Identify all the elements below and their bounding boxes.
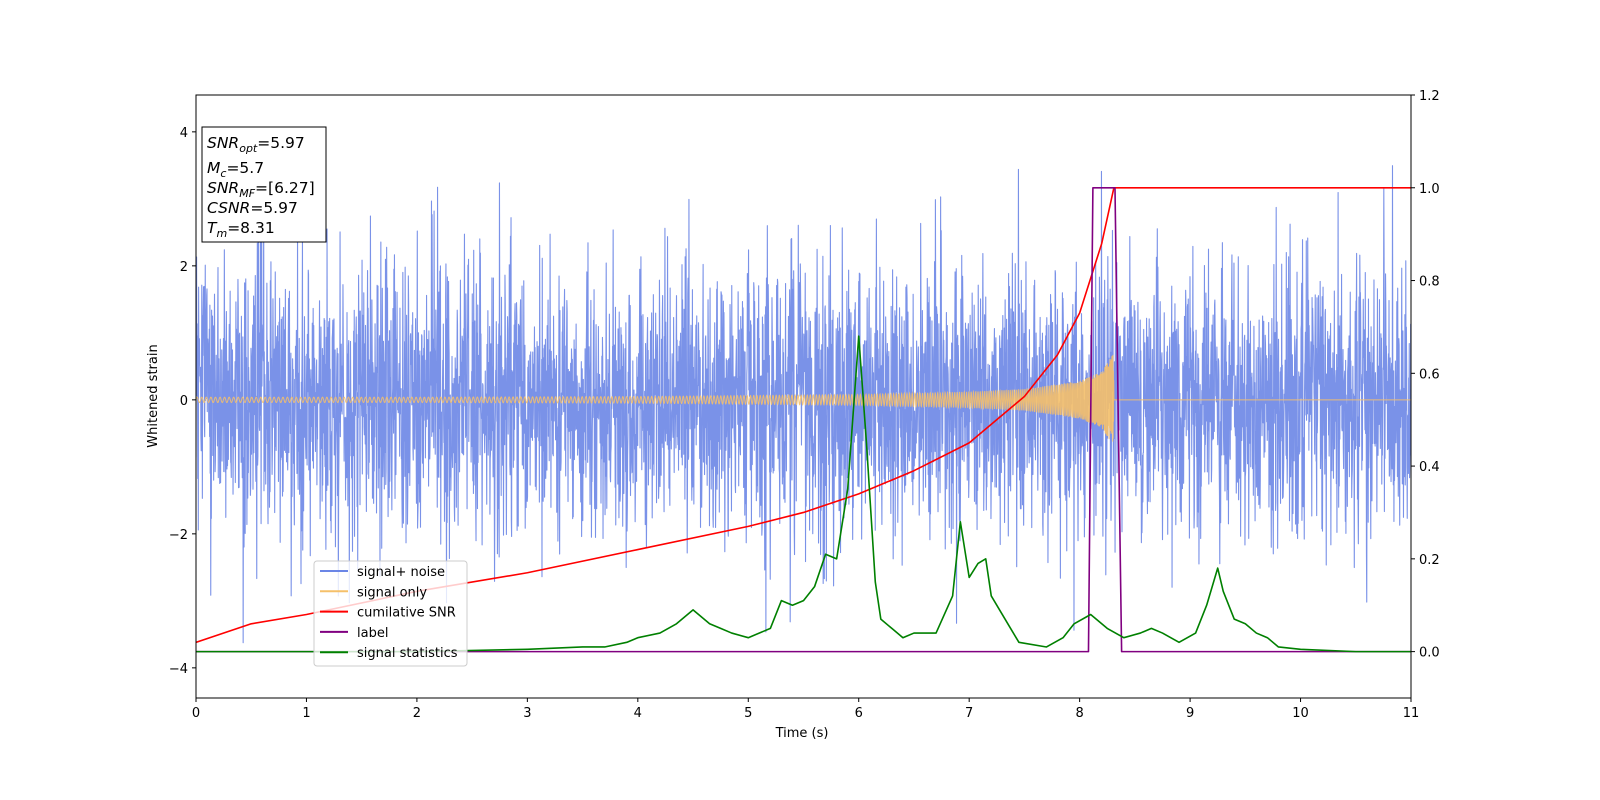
x-tick-label: 9 xyxy=(1186,706,1194,721)
y-tick-label: 4 xyxy=(180,126,188,141)
legend-label-signal-noise: signal+ noise xyxy=(357,565,445,580)
y2-tick-label: 0.8 xyxy=(1419,275,1440,290)
info-mc: Mc=5.7 xyxy=(207,159,264,180)
legend-label-signal-only: signal only xyxy=(357,585,427,600)
y-axis-label: Whitened strain xyxy=(146,344,161,447)
y2-tick-label: 0.2 xyxy=(1419,553,1440,568)
x-tick-label: 11 xyxy=(1403,706,1420,721)
series-line-signal-only xyxy=(196,354,1411,442)
x-tick-label: 4 xyxy=(634,706,642,721)
ticks-layer: 0 1 2 3 4 5 6 7 8 9 10 11 4 2 0 −2 −4 1.2 1.0 0.8 0.6 0.4 0.2 0… xyxy=(169,89,1440,721)
legend-label-label: label xyxy=(357,626,388,641)
x-tick-label: 8 xyxy=(1075,706,1083,721)
info-snr-mf: SNRMF=[6.27] xyxy=(207,179,315,200)
legend-frame xyxy=(313,560,468,667)
x-tick-label: 1 xyxy=(302,706,310,721)
legend-label-signal-statistics: signal statistics xyxy=(357,646,458,661)
info-snr-opt: SNRopt=5.97 xyxy=(207,134,305,155)
x-tick-label: 2 xyxy=(413,706,421,721)
x-tick-label: 5 xyxy=(744,706,752,721)
info-tm: Tm=8.31 xyxy=(207,219,275,240)
y-tick-label: −4 xyxy=(169,662,188,677)
info-box: SNRopt=5.97 Mc=5.7 SNRMF=[6.27] CSNR=5.9… xyxy=(201,126,327,243)
y2-tick-label: 1.2 xyxy=(1419,89,1440,104)
x-tick-label: 3 xyxy=(523,706,531,721)
y-tick-label: −2 xyxy=(169,528,188,543)
y2-tick-label: 0.4 xyxy=(1419,460,1440,475)
x-tick-label: 7 xyxy=(965,706,973,721)
x-tick-label: 0 xyxy=(192,706,200,721)
info-box-frame xyxy=(201,126,327,243)
series-line-label xyxy=(196,186,1411,653)
info-csnr: CSNR=5.97 xyxy=(207,199,298,217)
y-tick-label: 0 xyxy=(180,394,188,409)
y-tick-label: 2 xyxy=(180,260,188,275)
x-axis-label: Time (s) xyxy=(775,726,829,741)
x-tick-label: 6 xyxy=(855,706,863,721)
y2-tick-label: 1.0 xyxy=(1419,182,1440,197)
legend: signal+ noise signal only cumilative SNR la… xyxy=(313,560,468,667)
y2-tick-label: 0.0 xyxy=(1419,646,1440,661)
series-line-signal-statistics xyxy=(196,335,1411,653)
plot-frame xyxy=(195,94,1412,699)
y2-tick-label: 0.6 xyxy=(1419,367,1440,382)
legend-label-cumilative-snr: cumilative SNR xyxy=(357,606,456,621)
x-tick-label: 10 xyxy=(1292,706,1309,721)
legend-items: signal+ noise signal only cumilative SNR la… xyxy=(320,565,458,661)
